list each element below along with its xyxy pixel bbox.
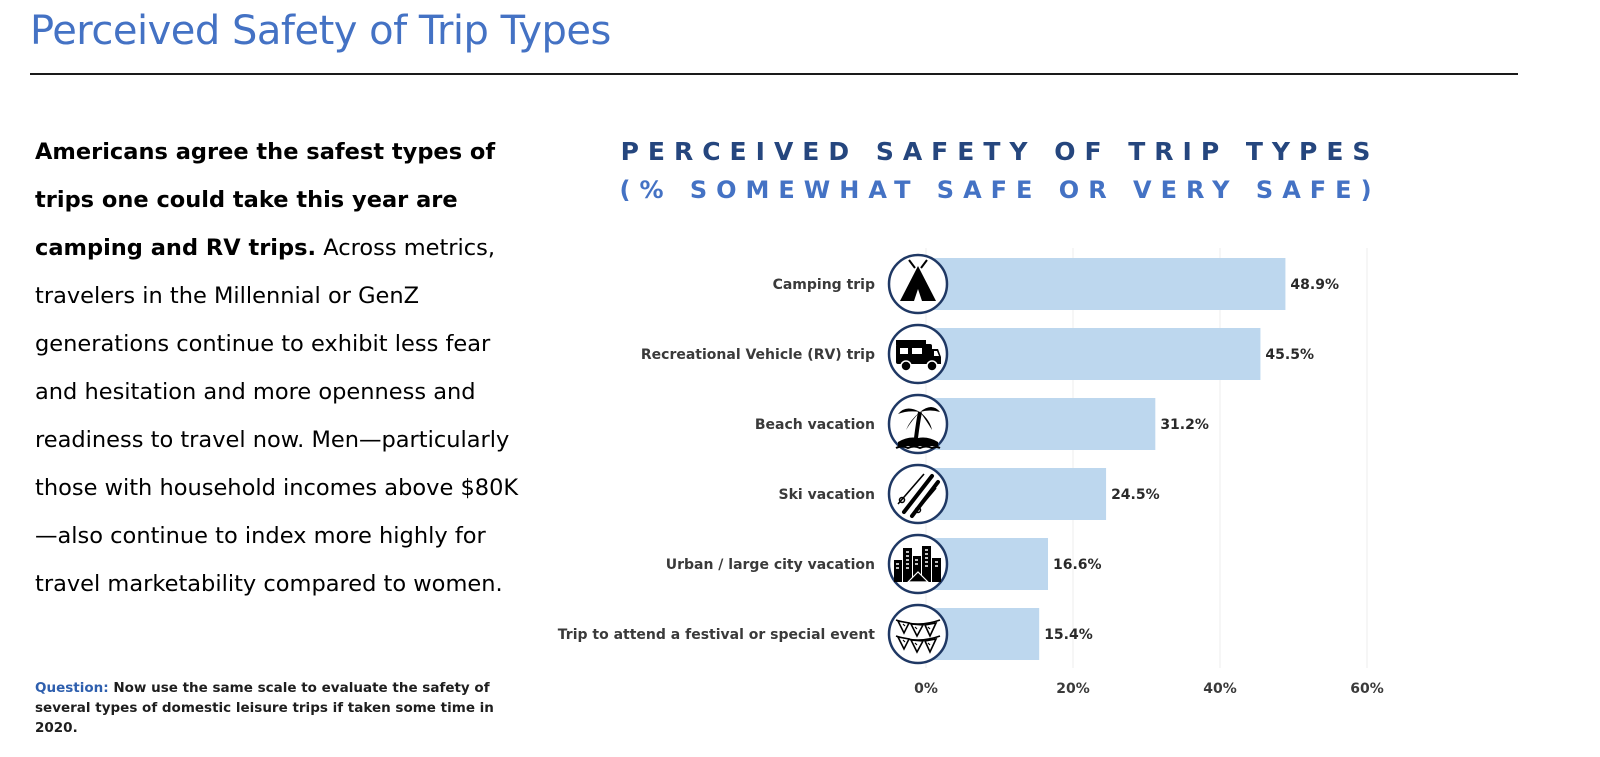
x-tick-label: 20% (1056, 681, 1090, 697)
title-divider (30, 73, 1518, 75)
city-icon (887, 533, 949, 595)
x-tick-label: 60% (1350, 681, 1384, 697)
summary-body: Across metrics, travelers in the Millenn… (35, 235, 519, 597)
gridlines (925, 248, 1368, 668)
value-label: 15.4% (1044, 627, 1093, 643)
city-icon-glyph (894, 546, 941, 583)
value-label: 48.9% (1290, 277, 1339, 293)
bunting-icon (887, 603, 949, 665)
category-label: Recreational Vehicle (RV) trip (641, 347, 875, 363)
question-text: Now use the same scale to evaluate the s… (35, 680, 494, 736)
rv-icon (887, 323, 949, 385)
tent-icon-glyph (900, 259, 936, 301)
bunting-icon-glyph (895, 619, 941, 654)
question-label: Question: (35, 680, 109, 696)
chart-title: PERCEIVED SAFETY OF TRIP TYPES (620, 137, 1380, 166)
value-label: 24.5% (1111, 487, 1160, 503)
summary-paragraph: Americans agree the safest types of trip… (35, 128, 535, 608)
value-label: 45.5% (1265, 347, 1314, 363)
value-label: 31.2% (1160, 417, 1209, 433)
question-note: Question: Now use the same scale to eval… (35, 678, 515, 738)
palm-tree-icon-glyph (895, 407, 941, 450)
category-label: Ski vacation (779, 487, 875, 503)
bar (926, 258, 1286, 310)
category-label: Camping trip (773, 277, 875, 293)
rv-icon-glyph (896, 340, 941, 372)
palm-tree-icon (887, 393, 949, 455)
category-label: Urban / large city vacation (666, 557, 875, 573)
page-title: Perceived Safety of Trip Types (30, 8, 611, 54)
bar (926, 398, 1156, 450)
category-label: Trip to attend a festival or special eve… (558, 627, 876, 643)
tent-icon (887, 253, 949, 315)
summary-lead: Americans agree the safest types of trip… (35, 139, 496, 261)
x-tick-label: 0% (914, 681, 938, 697)
bar (926, 328, 1261, 380)
ski-icon-glyph (897, 473, 940, 518)
value-label: 16.6% (1053, 557, 1102, 573)
category-label: Beach vacation (755, 417, 875, 433)
bar (926, 468, 1107, 520)
x-tick-label: 40% (1203, 681, 1237, 697)
ski-icon (887, 463, 949, 525)
chart-subtitle: (% SOMEWHAT SAFE OR VERY SAFE) (619, 176, 1381, 204)
